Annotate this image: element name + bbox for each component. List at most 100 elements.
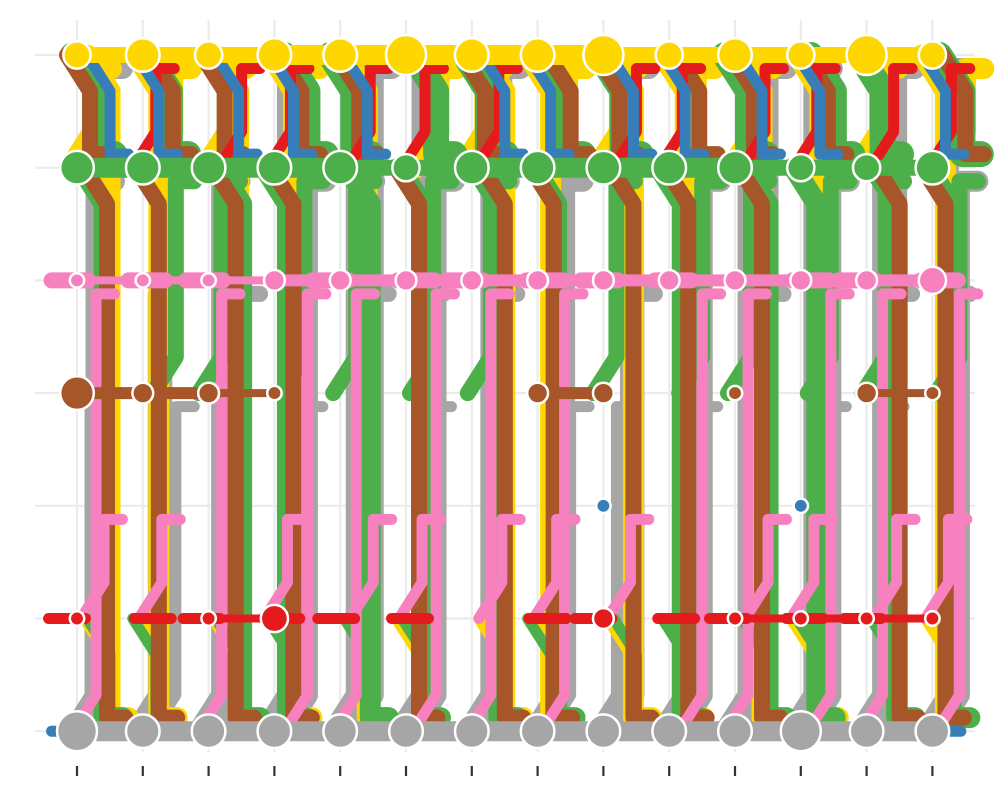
node-grey xyxy=(124,713,161,750)
node-pink xyxy=(328,268,352,293)
flow-blue xyxy=(604,49,658,160)
node-green xyxy=(322,149,359,186)
node-red xyxy=(923,610,941,627)
node-brown xyxy=(854,381,879,405)
node-yellow xyxy=(193,40,224,70)
flow-pink xyxy=(133,513,186,624)
node-green xyxy=(851,152,882,183)
flow-pink xyxy=(673,288,727,737)
node-pink xyxy=(854,268,879,293)
node-pink xyxy=(917,265,948,296)
node-grey xyxy=(322,713,359,750)
node-pink xyxy=(657,268,681,293)
flow-pink xyxy=(739,513,792,624)
flow-pink xyxy=(930,288,984,737)
flow-brown xyxy=(127,159,186,726)
node-blue xyxy=(792,497,810,515)
flow-pink xyxy=(407,288,460,737)
flow-pink xyxy=(601,513,655,624)
node-red xyxy=(68,610,86,627)
flow-blue xyxy=(130,49,183,160)
node-green xyxy=(256,149,293,186)
node-red xyxy=(591,606,616,631)
node-green xyxy=(716,149,754,186)
flow-brown xyxy=(602,159,660,726)
node-grey xyxy=(387,713,425,750)
node-red xyxy=(200,610,218,627)
node-red xyxy=(858,610,876,627)
node-yellow xyxy=(124,36,161,74)
node-pink xyxy=(525,268,550,293)
flow-pink xyxy=(278,288,332,737)
flow-brown xyxy=(204,159,263,726)
node-green xyxy=(124,149,161,186)
flow-red xyxy=(865,63,918,174)
flow-green xyxy=(720,173,778,402)
flow-brown xyxy=(453,47,512,163)
flow-pink xyxy=(258,513,312,624)
node-pink xyxy=(789,268,813,293)
node-brown xyxy=(265,384,283,402)
node-brown xyxy=(131,381,155,405)
node-grey xyxy=(848,713,885,750)
node-grey xyxy=(453,713,490,750)
flow-blue xyxy=(476,49,529,160)
flow-brown xyxy=(731,159,789,726)
node-yellow xyxy=(654,40,685,70)
flow-brown xyxy=(868,159,927,726)
flow-pink xyxy=(802,288,855,737)
node-brown xyxy=(58,375,96,412)
node-yellow xyxy=(917,40,948,70)
node-brown xyxy=(196,381,221,405)
flow-green xyxy=(799,173,858,402)
flow-blue xyxy=(791,49,844,160)
node-grey xyxy=(190,713,227,750)
node-brown xyxy=(923,384,941,402)
node-red xyxy=(726,610,744,627)
flow-blue xyxy=(656,49,710,160)
flow-pink xyxy=(854,288,907,737)
node-red xyxy=(259,603,290,634)
node-green xyxy=(914,149,951,186)
node-grey xyxy=(651,713,688,750)
flow-red xyxy=(470,63,523,174)
flow-blue xyxy=(522,49,575,160)
node-yellow xyxy=(256,36,293,74)
flow-brown xyxy=(657,159,715,726)
flow-pink xyxy=(193,288,246,737)
node-pink xyxy=(591,268,616,293)
node-grey xyxy=(716,713,754,750)
node-pink xyxy=(200,271,218,289)
node-grey xyxy=(519,713,556,750)
node-pink xyxy=(68,271,86,289)
flow-brown xyxy=(59,47,117,163)
node-pink xyxy=(262,268,287,293)
flow-pink xyxy=(536,288,589,737)
node-green xyxy=(519,149,556,186)
flow-pink xyxy=(785,513,838,624)
flow-brown xyxy=(522,159,581,726)
flow-pink xyxy=(719,288,772,737)
flow-red xyxy=(396,63,449,174)
flow-pink xyxy=(462,288,515,737)
node-yellow xyxy=(845,33,888,77)
flow-pink xyxy=(327,288,381,737)
node-yellow xyxy=(716,36,754,74)
node-green xyxy=(585,149,622,186)
node-green xyxy=(651,149,688,186)
flow-green xyxy=(459,173,518,402)
flow-blue xyxy=(264,49,318,160)
node-pink xyxy=(723,268,747,293)
node-brown xyxy=(726,384,744,402)
node-yellow xyxy=(453,36,490,74)
x-axis xyxy=(75,766,934,776)
node-grey xyxy=(256,713,293,750)
flow-green xyxy=(190,173,249,402)
flow-brown xyxy=(262,159,320,726)
node-yellow xyxy=(62,40,92,70)
node-green xyxy=(391,152,421,183)
flow-green xyxy=(854,173,913,402)
node-grey xyxy=(55,709,99,753)
node-yellow xyxy=(582,33,625,77)
